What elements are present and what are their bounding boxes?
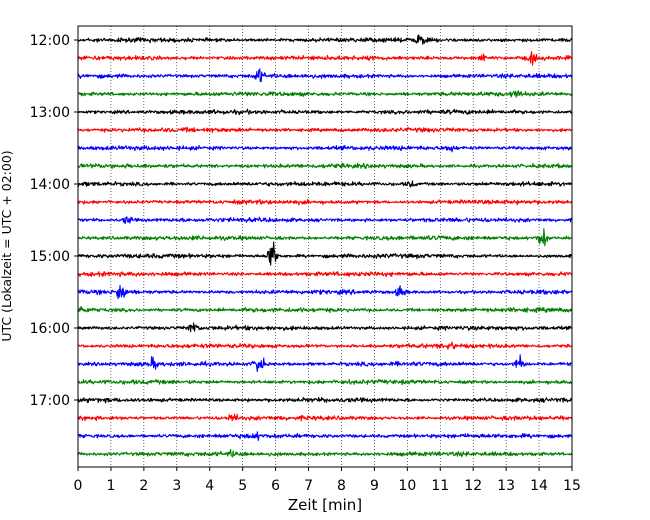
x-tick-label: 7 — [304, 478, 313, 494]
y-tick-label: 12:00 — [30, 33, 70, 49]
x-tick-label: 9 — [370, 478, 379, 494]
y-axis-ticks: 12:00 13:00 14:00 15:00 16:00 17:00 — [30, 33, 78, 409]
x-tick-label: 5 — [238, 478, 247, 494]
trace-1615 — [77, 341, 573, 350]
trace-1715 — [77, 413, 573, 422]
trace-1400 — [77, 180, 573, 188]
trace-1230 — [77, 68, 573, 83]
trace-1200 — [77, 34, 573, 45]
trace-1530 — [77, 284, 573, 300]
x-tick-label: 4 — [205, 478, 214, 494]
y-tick-label: 14:00 — [30, 177, 70, 193]
trace-1330 — [77, 144, 573, 153]
trace-1745 — [77, 448, 573, 458]
x-tick-label: 6 — [271, 478, 280, 494]
trace-1315 — [77, 126, 573, 134]
x-tick-label: 8 — [337, 478, 346, 494]
x-axis-ticks: 0 1 2 3 4 5 6 7 8 9 10 11 12 13 14 15 — [74, 467, 581, 494]
x-tick-label: 15 — [563, 478, 581, 494]
trace-1245 — [77, 90, 573, 98]
x-tick-label: 1 — [106, 478, 115, 494]
x-tick-label: 2 — [139, 478, 148, 494]
trace-1445 — [77, 228, 573, 247]
x-tick-label: 13 — [497, 478, 515, 494]
y-axis-label: UTC (Lokalzeit = UTC + 02:00) — [0, 150, 14, 341]
y-tick-label: 15:00 — [30, 249, 70, 265]
trace-1430 — [77, 216, 573, 224]
trace-1500 — [77, 241, 573, 266]
trace-1345 — [77, 162, 573, 170]
x-tick-label: 11 — [431, 478, 449, 494]
plot-frame — [77, 25, 573, 468]
trace-1300 — [77, 108, 573, 116]
y-tick-label: 16:00 — [30, 321, 70, 337]
trace-1415 — [77, 198, 573, 206]
trace-1515 — [77, 271, 573, 278]
trace-1545 — [77, 306, 573, 314]
y-tick-label: 17:00 — [30, 393, 70, 409]
trace-1600 — [77, 322, 573, 333]
x-axis-label: Zeit [min] — [288, 496, 362, 514]
x-tick-label: 10 — [398, 478, 416, 494]
trace-1630 — [77, 354, 573, 373]
x-tick-label: 3 — [172, 478, 181, 494]
trace-1645 — [77, 378, 573, 386]
seismic-traces — [77, 34, 573, 458]
trace-1730 — [77, 431, 573, 441]
x-tick-label: 14 — [530, 478, 548, 494]
x-tick-label: 12 — [464, 478, 482, 494]
y-tick-label: 13:00 — [30, 105, 70, 121]
trace-1215 — [77, 51, 573, 66]
x-tick-label: 0 — [74, 478, 83, 494]
trace-1700 — [77, 396, 573, 404]
